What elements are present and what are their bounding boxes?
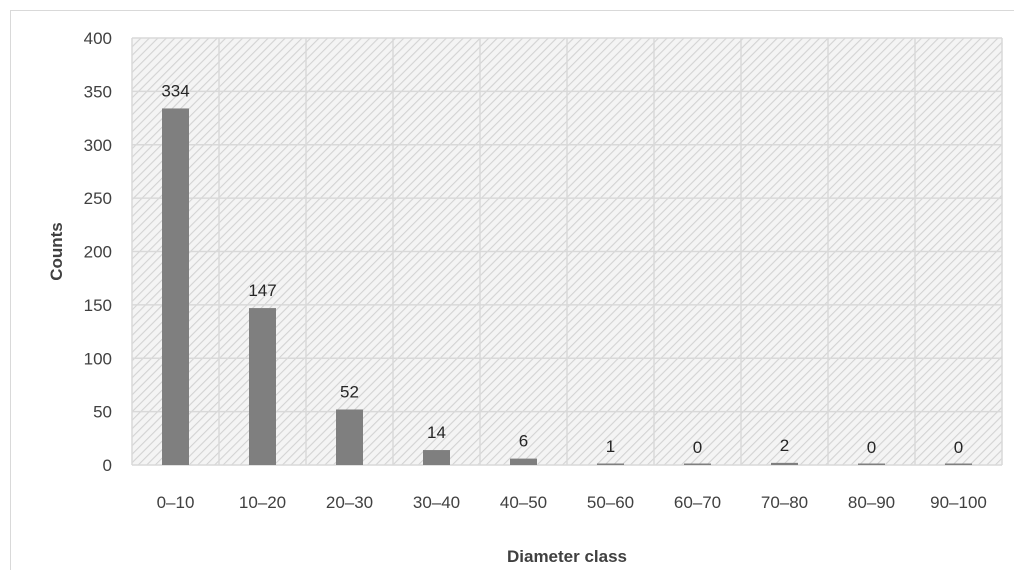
y-tick-label: 400 — [84, 29, 112, 48]
x-axis-title: Diameter class — [507, 547, 627, 566]
y-axis-title: Counts — [47, 222, 66, 281]
bars — [162, 108, 972, 465]
x-tick-label: 10–20 — [239, 493, 286, 512]
bar — [423, 450, 450, 465]
bar — [336, 409, 363, 465]
data-label: 1 — [606, 437, 615, 456]
gridlines — [131, 37, 1003, 466]
bar — [858, 463, 885, 465]
bar — [597, 463, 624, 465]
data-label: 2 — [780, 436, 789, 455]
chart-frame — [10, 10, 1014, 570]
data-label: 147 — [248, 281, 276, 300]
x-tick-label: 80–90 — [848, 493, 895, 512]
data-label: 0 — [693, 438, 702, 457]
y-tick-label: 200 — [84, 243, 112, 262]
x-tick-label: 60–70 — [674, 493, 721, 512]
bar — [510, 458, 537, 465]
data-label: 52 — [340, 382, 359, 401]
x-tick-label: 40–50 — [500, 493, 547, 512]
data-label: 6 — [519, 432, 528, 451]
y-tick-label: 0 — [103, 456, 112, 475]
bar — [249, 308, 276, 465]
data-label: 0 — [954, 438, 963, 457]
x-tick-label: 90–100 — [930, 493, 987, 512]
bar — [162, 108, 189, 465]
bar — [684, 463, 711, 465]
x-tick-label: 30–40 — [413, 493, 460, 512]
x-tick-label: 20–30 — [326, 493, 373, 512]
y-tick-label: 250 — [84, 189, 112, 208]
x-tick-label: 70–80 — [761, 493, 808, 512]
data-labels: 334 147 52 14 6 1 0 2 0 0 — [161, 81, 963, 457]
y-tick-label: 50 — [93, 403, 112, 422]
y-tick-label: 150 — [84, 296, 112, 315]
bar — [945, 463, 972, 465]
data-label: 14 — [427, 423, 446, 442]
y-tick-label: 350 — [84, 82, 112, 101]
x-tick-label: 50–60 — [587, 493, 634, 512]
data-label: 0 — [867, 438, 876, 457]
y-tick-label: 100 — [84, 349, 112, 368]
bar — [771, 462, 798, 465]
y-tick-label: 300 — [84, 136, 112, 155]
data-label: 334 — [161, 81, 189, 100]
x-tick-label: 0–10 — [157, 493, 195, 512]
